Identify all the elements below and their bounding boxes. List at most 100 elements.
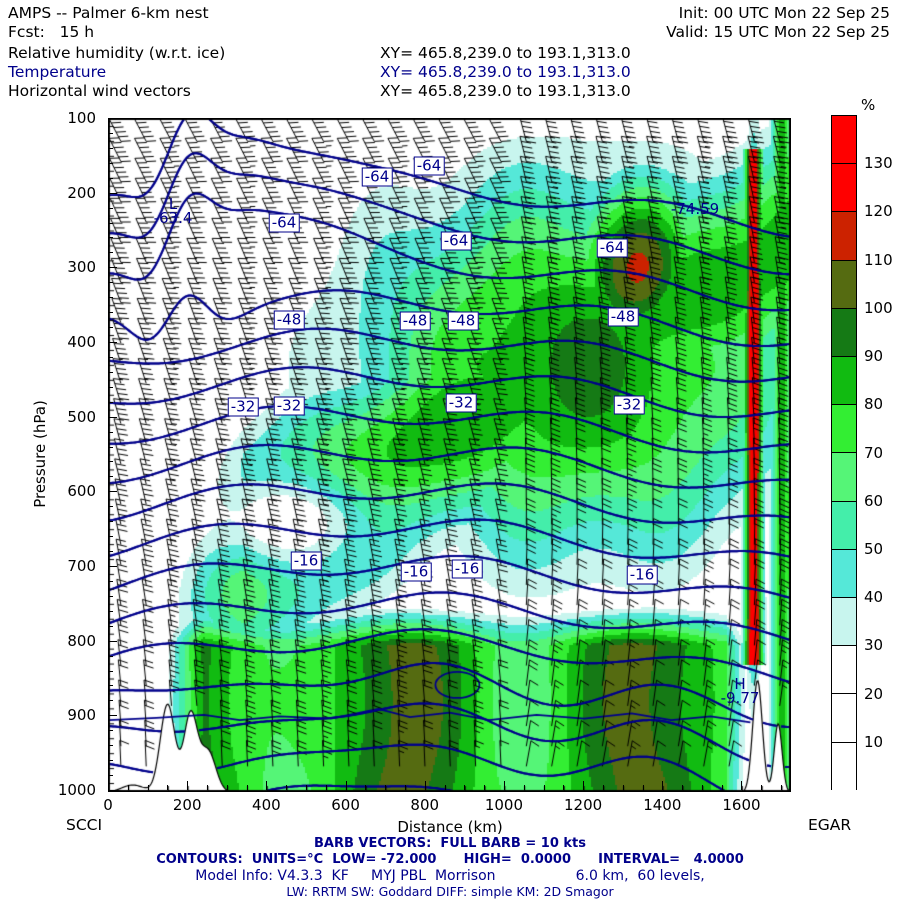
y-tick-label: 600 (67, 482, 96, 501)
contour-label: -48 (399, 311, 431, 331)
contour-label: -64 (361, 167, 393, 187)
y-tick-label: 900 (67, 706, 96, 725)
colorbar-band (832, 501, 856, 550)
y-tick-mark (108, 640, 117, 642)
x-tick-label: 400 (252, 796, 281, 814)
y-tick-mark (108, 790, 117, 791)
colorbar-tick-label: 130 (864, 154, 893, 173)
y-minor-tick (108, 282, 113, 284)
y-minor-tick (108, 147, 113, 149)
field-label-wind: Horizontal wind vectors (8, 82, 191, 100)
field-xy-temperature: XY= 465.8,239.0 to 193.1,313.0 (380, 63, 631, 81)
x-minor-tick (286, 785, 288, 790)
contour-label: -64 (413, 156, 445, 176)
contour-label: -16 (451, 559, 483, 579)
x-tick-label: 800 (410, 796, 440, 814)
colorbar-tick-label: 10 (864, 732, 884, 751)
x-tick-label: 1600 (722, 796, 761, 814)
x-minor-tick (305, 785, 307, 790)
y-minor-tick (108, 745, 113, 747)
y-minor-tick (108, 760, 113, 762)
y-tick-mark (108, 416, 117, 418)
x-minor-tick (781, 785, 783, 790)
x-minor-tick (701, 785, 703, 790)
footer-barb-legend: BARB VECTORS: FULL BARB = 10 kts (313, 836, 587, 851)
colorbar-tick-label: 40 (864, 588, 884, 607)
colorbar-band (832, 308, 856, 358)
x-tick-mark (266, 781, 268, 790)
y-minor-tick (108, 327, 113, 329)
x-minor-tick (543, 785, 545, 790)
y-tick-label: 800 (67, 631, 96, 650)
y-tick-label: 200 (67, 183, 96, 202)
colorbar-band (832, 742, 856, 791)
colorbar-band (832, 453, 856, 502)
cross-section-plot[interactable]: -64 -64 -64 -64 -64 -48 -48 -48 -48 -32 -32 -32 -32 -… (108, 118, 791, 792)
x-minor-tick (226, 785, 228, 790)
contour-label: -48 (447, 311, 479, 331)
x-tick-mark (187, 781, 189, 790)
plot-canvas (109, 119, 790, 791)
y-tick-label: 1000 (57, 781, 96, 799)
colorbar-band (832, 646, 856, 695)
y-minor-tick (108, 252, 113, 254)
y-minor-tick (108, 312, 113, 314)
y-tick-mark (108, 491, 117, 493)
x-minor-tick (127, 785, 129, 790)
colorbar-band (832, 598, 856, 647)
x-tick-label: 0 (103, 796, 113, 814)
x-minor-tick (325, 785, 327, 790)
contour-label: -64 (440, 231, 472, 251)
x-tick-label: 200 (172, 796, 202, 814)
x-minor-tick (365, 785, 367, 790)
x-minor-tick (523, 785, 525, 790)
header-valid-time: Valid: 15 UTC Mon 22 Sep 25 (666, 23, 890, 41)
y-minor-tick (108, 371, 113, 373)
x-minor-tick (563, 785, 565, 790)
contour-label: -32 (445, 393, 477, 413)
contour-label: -32 (273, 396, 305, 416)
contour-label: -32 (613, 395, 645, 415)
station-label-right: EGAR (808, 816, 852, 834)
x-tick-mark (662, 781, 664, 790)
y-minor-tick (108, 775, 113, 777)
y-minor-tick (108, 625, 113, 627)
y-tick-label: 400 (67, 333, 96, 351)
colorbar-tick-label: 110 (864, 250, 893, 269)
x-minor-tick (206, 785, 208, 790)
y-minor-tick (108, 401, 113, 403)
contour-label: -16 (626, 565, 658, 585)
x-minor-tick (404, 785, 406, 790)
x-tick-mark (583, 781, 585, 790)
contour-label: -16 (400, 562, 432, 582)
y-tick-label: 700 (67, 557, 96, 575)
x-tick-label: 1000 (484, 796, 524, 814)
low-center-marker: L -63.4 (153, 195, 193, 227)
x-minor-tick (761, 785, 763, 790)
colorbar-tick-label: 50 (864, 539, 884, 558)
colorbar-tick-label: 120 (864, 202, 893, 221)
y-minor-tick (108, 222, 113, 224)
y-minor-tick (108, 551, 113, 553)
y-tick-label: 500 (67, 407, 96, 426)
x-tick-mark (108, 781, 109, 790)
colorbar[interactable] (831, 115, 857, 791)
colorbar-band (832, 549, 856, 599)
header-forecast-hour: Fcst: 15 h (8, 23, 95, 41)
colorbar-unit-label: % (861, 96, 876, 114)
y-minor-tick (108, 700, 113, 702)
colorbar-band (832, 694, 856, 743)
y-minor-tick (108, 506, 113, 508)
high-center-marker: H -9.77 (720, 675, 760, 707)
x-minor-tick (602, 785, 604, 790)
colorbar-tick-label: 60 (864, 491, 884, 510)
x-minor-tick (721, 785, 723, 790)
y-minor-tick (108, 431, 113, 433)
colorbar-tick-label: 70 (864, 443, 884, 462)
y-tick-label: 100 (67, 109, 96, 127)
y-minor-tick (108, 356, 113, 358)
x-minor-tick (246, 785, 248, 790)
contour-label: -48 (607, 307, 639, 327)
x-tick-mark (424, 781, 426, 790)
contour-label: -64 (268, 213, 300, 233)
